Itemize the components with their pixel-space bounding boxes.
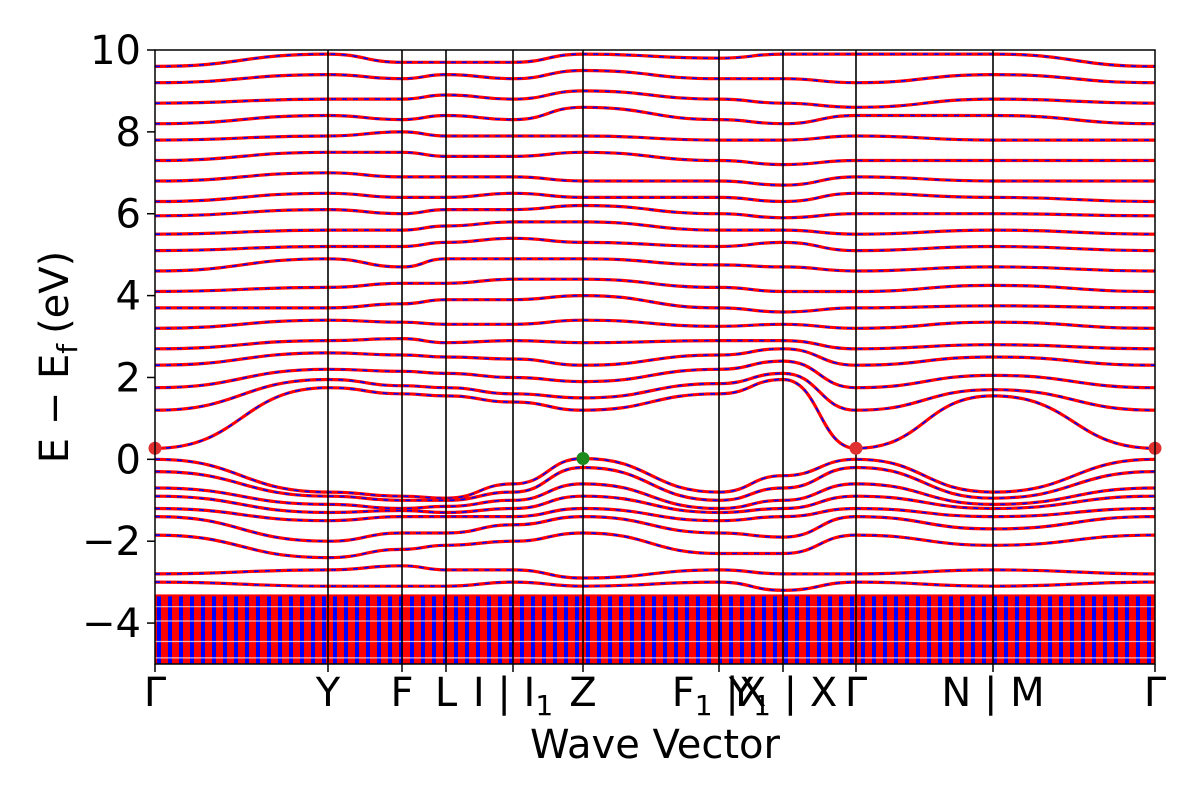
x-tick-label: F1 |X [672, 670, 766, 722]
x-tick-label: I | I1 [473, 670, 553, 722]
x-tick-label: Y1 | X [728, 670, 838, 722]
band-line-overlay [155, 204, 1155, 219]
band-line-overlay [155, 337, 1155, 350]
band-line-overlay [155, 372, 1155, 412]
y-axis-label-subscript: f [51, 343, 84, 354]
band-line-overlay [155, 221, 1155, 236]
x-tick-label: Γ [1144, 670, 1167, 716]
x-tick-label: Z [569, 670, 596, 716]
band-line-overlay [155, 466, 1155, 502]
band-line-overlay [155, 495, 1155, 514]
y-tick-label: 10 [90, 28, 141, 74]
x-tick-label: Γ [144, 670, 167, 716]
vbm-marker [576, 452, 590, 466]
band-line-overlay [155, 294, 1155, 313]
band-lines [155, 52, 1155, 592]
y-tick-label: −4 [82, 601, 141, 647]
y-axis-label-base: E − E [32, 354, 78, 464]
band-line [155, 52, 1155, 68]
band-line-overlay [155, 457, 1155, 500]
band-line-overlay [155, 106, 1155, 125]
dense-band-manifold [155, 594, 1155, 664]
band-line-overlay [155, 581, 1155, 592]
band-line [155, 277, 1155, 294]
y-tick-label: −2 [82, 519, 141, 565]
band-line-overlay [155, 171, 1155, 186]
band-line-overlay [155, 151, 1155, 166]
y-tick-label: 2 [116, 355, 141, 401]
band-line [155, 531, 1155, 560]
band-line-overlay [155, 192, 1155, 203]
band-line-overlay [155, 319, 1155, 330]
band-line-overlay [155, 257, 1155, 272]
x-tick-label: L [435, 670, 458, 716]
band-line-overlay [155, 131, 1155, 141]
band-line-overlay [155, 360, 1155, 389]
band-line-overlay [155, 90, 1155, 109]
plot-frame [154, 49, 1156, 665]
x-axis-label: Wave Vector [530, 722, 781, 768]
y-axis-label: E − Ef (eV) [32, 251, 84, 464]
y-tick-label: 0 [116, 437, 141, 483]
y-tick-label: 4 [116, 274, 141, 320]
band-line-overlay [155, 237, 1155, 252]
high-symmetry-separators [327, 50, 994, 664]
band-line-overlay [155, 564, 1155, 579]
band-line-overlay [155, 378, 1155, 450]
band-line-overlay [155, 483, 1155, 510]
y-tick-label: 6 [116, 192, 141, 238]
band-line-overlay [155, 347, 1155, 367]
band-line-overlay [155, 69, 1155, 84]
band-line-overlay [155, 515, 1155, 543]
x-tick-label: Γ [845, 670, 868, 716]
y-tick-label: 8 [116, 110, 141, 156]
y-axis-label-unit: (eV) [32, 251, 78, 334]
y-axis: −4 −2 0 2 4 6 8 10 [82, 28, 155, 647]
x-tick-label: F [390, 670, 413, 716]
x-tick-label: Y [315, 670, 341, 716]
cbm-marker [849, 441, 863, 455]
band-line-overlay [155, 507, 1155, 522]
x-tick-label: N | M [941, 670, 1044, 716]
